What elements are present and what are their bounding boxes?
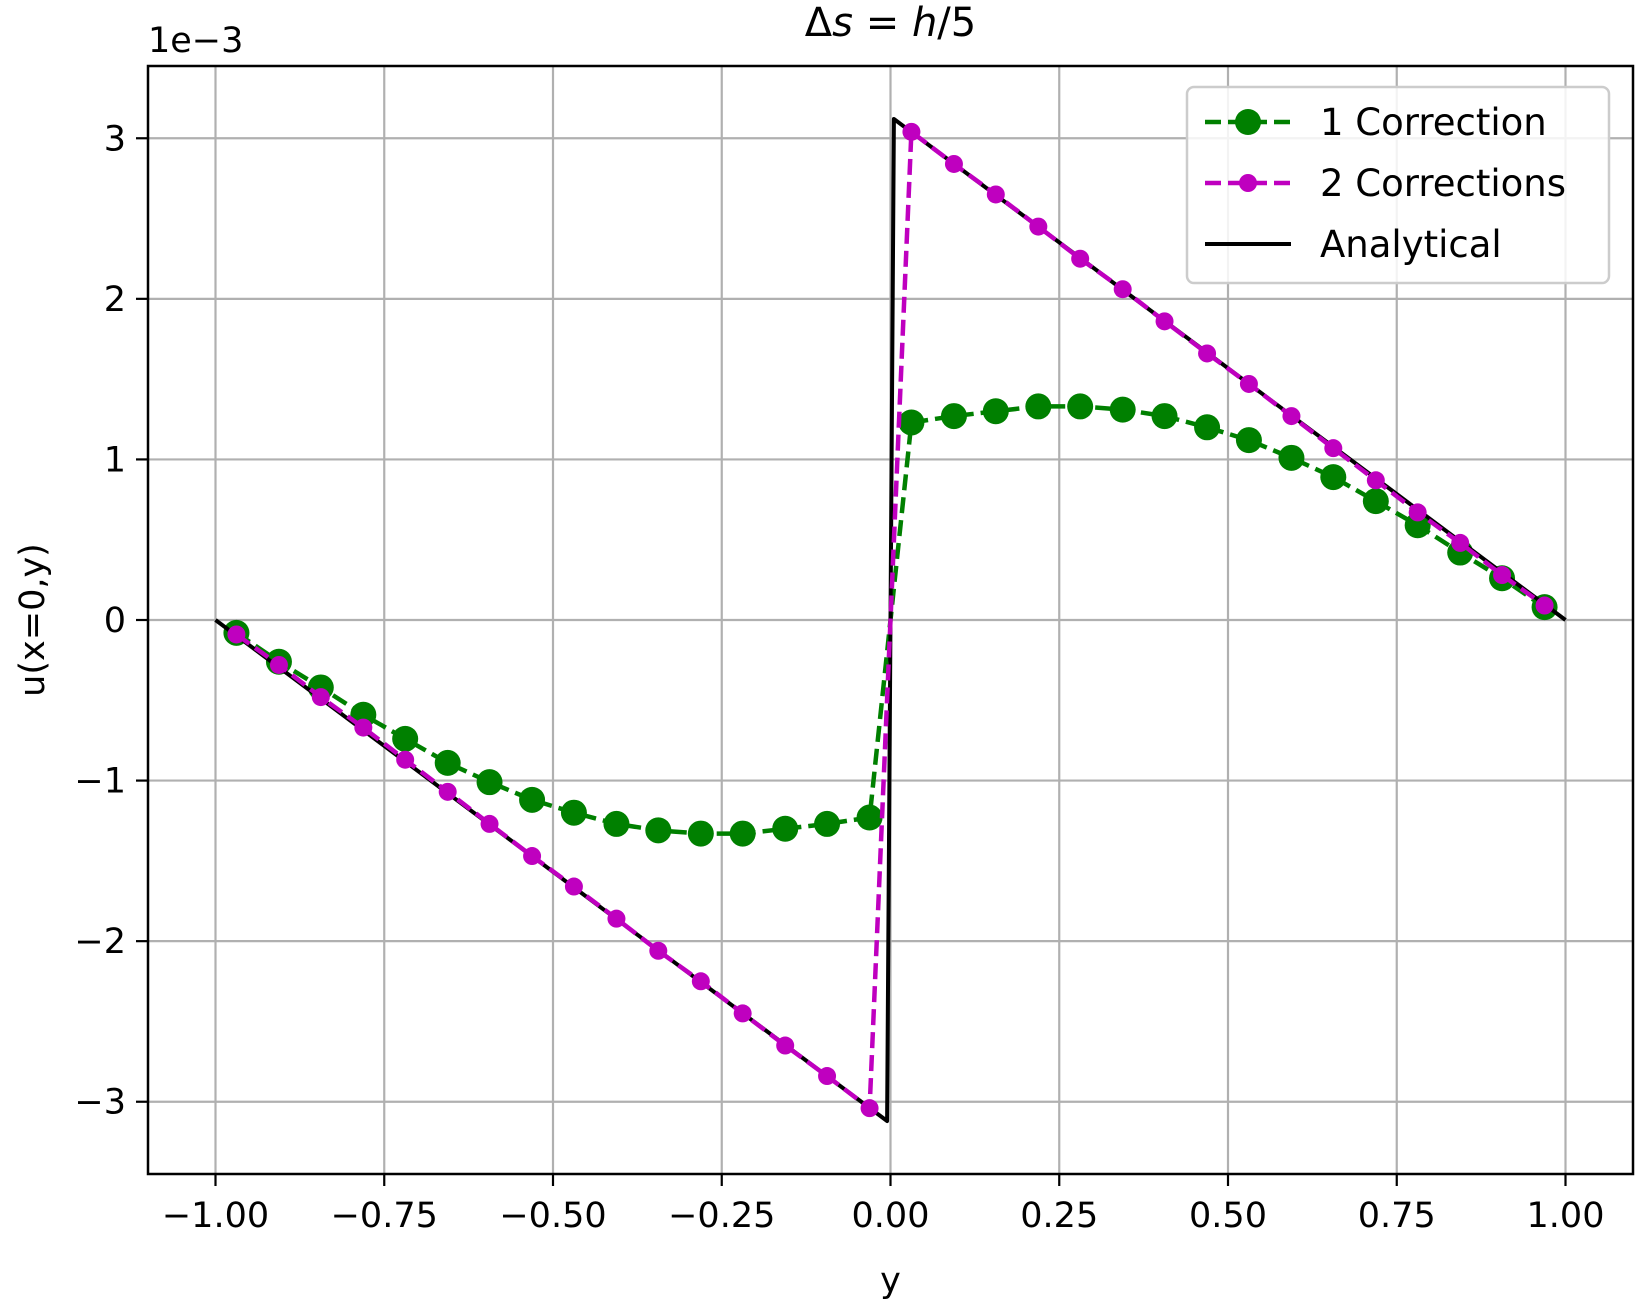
data-point-1-correction — [434, 749, 461, 776]
x-tick-label: 1.00 — [1527, 1196, 1605, 1236]
data-point-1-correction — [729, 820, 756, 847]
data-point-2-corrections — [1366, 471, 1385, 490]
y-tick-label: −1 — [74, 762, 126, 802]
data-point-2-corrections — [860, 1099, 879, 1118]
data-point-1-correction — [772, 815, 799, 842]
ticks: −1.00 −0.75 −0.50 −0.25 0.00 0.25 0.50 0.75 1.00… — [74, 119, 1604, 1236]
legend-item-analytical: Analytical — [1205, 223, 1502, 266]
data-point-2-corrections — [986, 185, 1005, 204]
data-point-2-corrections — [438, 782, 457, 801]
data-point-2-corrections — [354, 718, 373, 737]
data-point-2-corrections — [1324, 439, 1343, 458]
data-point-1-correction — [898, 409, 925, 436]
data-point-1-correction — [1151, 403, 1178, 430]
series-layer — [214, 117, 1567, 1123]
chart-title-part: h — [912, 0, 937, 46]
data-point-1-correction — [1025, 393, 1052, 420]
legend-marker — [1239, 174, 1257, 192]
series-line-2-corrections — [235, 129, 1546, 1111]
data-point-2-corrections — [902, 122, 921, 141]
legend-marker — [1235, 109, 1261, 135]
data-point-1-correction — [982, 398, 1009, 425]
data-point-1-correction — [1362, 488, 1389, 515]
data-point-1-correction — [519, 786, 546, 813]
data-point-2-corrections — [1198, 344, 1217, 363]
data-point-1-correction — [560, 799, 587, 826]
y-tick-label: 3 — [104, 119, 126, 159]
data-point-2-corrections — [564, 877, 583, 896]
data-point-1-correction — [1404, 512, 1431, 539]
data-point-2-corrections — [1155, 312, 1174, 331]
x-tick-label: 0.00 — [852, 1196, 930, 1236]
y-offset-label: 1e−3 — [148, 21, 243, 61]
data-point-2-corrections — [311, 688, 330, 707]
x-tick-label: −0.25 — [668, 1196, 775, 1236]
chart-title-part: /5 — [937, 0, 976, 46]
legend: 1 Correction 2 Corrections Analytical — [1185, 85, 1611, 285]
y-tick-label: 1 — [104, 440, 126, 480]
data-point-2-corrections — [691, 972, 710, 991]
x-tick-label: 0.25 — [1020, 1196, 1098, 1236]
data-point-1-correction — [687, 820, 714, 847]
data-point-2-corrections — [1282, 407, 1301, 426]
series-2-corrections — [227, 122, 1554, 1118]
data-point-2-corrections — [1071, 249, 1090, 268]
data-point-2-corrections — [523, 847, 542, 866]
legend-label: Analytical — [1320, 223, 1502, 266]
data-point-1-correction — [1194, 414, 1221, 441]
data-point-2-corrections — [607, 909, 626, 928]
data-point-2-corrections — [1493, 566, 1512, 585]
data-point-2-corrections — [396, 750, 415, 769]
data-point-2-corrections — [818, 1067, 837, 1086]
data-point-1-correction — [476, 769, 503, 796]
data-point-1-correction — [1278, 444, 1305, 471]
chart-title-part: s — [832, 0, 853, 46]
legend-label: 1 Correction — [1320, 101, 1547, 144]
chart-title: Δs = h/5 — [805, 0, 976, 46]
y-tick-label: 0 — [104, 601, 126, 641]
data-point-2-corrections — [733, 1004, 752, 1023]
data-point-1-correction — [814, 810, 841, 837]
data-point-2-corrections — [944, 154, 963, 173]
y-tick-label: 2 — [104, 280, 126, 320]
data-point-2-corrections — [649, 941, 668, 960]
legend-box — [1185, 85, 1611, 285]
data-point-1-correction — [645, 817, 672, 844]
data-point-2-corrections — [1451, 533, 1470, 552]
data-point-1-correction — [1067, 393, 1094, 420]
data-point-1-correction — [856, 804, 883, 831]
data-point-1-correction — [940, 403, 967, 430]
x-axis-label: y — [880, 1261, 901, 1301]
legend-item-1-correction: 1 Correction — [1205, 101, 1547, 144]
data-point-2-corrections — [1535, 596, 1554, 615]
data-point-2-corrections — [269, 655, 288, 674]
legend-label: 2 Corrections — [1320, 162, 1566, 205]
data-point-1-correction — [1320, 464, 1347, 491]
data-point-1-correction — [603, 810, 630, 837]
legend-item-2-corrections: 2 Corrections — [1205, 162, 1566, 205]
data-point-2-corrections — [227, 625, 246, 644]
y-axis-label: u(x=0,y) — [13, 543, 53, 697]
data-point-2-corrections — [776, 1036, 795, 1055]
data-point-2-corrections — [1029, 217, 1048, 236]
x-tick-label: −0.50 — [499, 1196, 606, 1236]
data-point-1-correction — [392, 725, 419, 752]
data-point-2-corrections — [1239, 374, 1258, 393]
y-tick-label: −3 — [74, 1083, 126, 1123]
x-tick-label: 0.75 — [1358, 1196, 1436, 1236]
x-tick-label: −0.75 — [331, 1196, 438, 1236]
x-tick-label: 0.50 — [1189, 1196, 1267, 1236]
data-point-2-corrections — [1113, 280, 1132, 299]
x-tick-label: −1.00 — [162, 1196, 269, 1236]
data-point-2-corrections — [1408, 503, 1427, 522]
chart-title-part: = — [853, 0, 912, 46]
y-tick-label: −2 — [74, 922, 126, 962]
data-point-1-correction — [1109, 396, 1136, 423]
data-point-2-corrections — [480, 814, 499, 833]
data-point-1-correction — [1235, 427, 1262, 454]
chart-title-part: Δ — [805, 0, 833, 46]
